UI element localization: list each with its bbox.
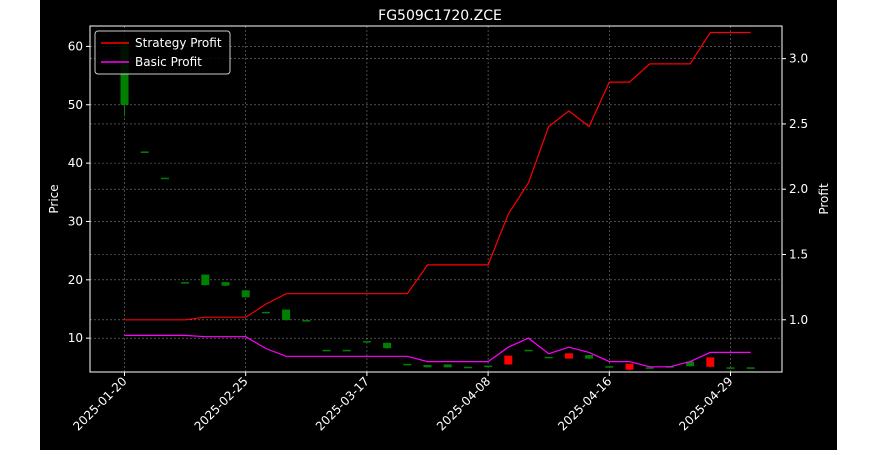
candle-body-7 xyxy=(261,311,270,314)
candle-body-16 xyxy=(443,364,452,368)
legend-label-strategy: Strategy Profit xyxy=(135,36,222,50)
figure-background xyxy=(40,0,837,450)
candle-body-4 xyxy=(201,274,210,286)
right-tick-label-3: 2.5 xyxy=(789,117,808,131)
right-tick-label-1: 1.5 xyxy=(789,247,808,261)
candle-body-17 xyxy=(463,366,472,369)
left-tick-label-0: 10 xyxy=(68,331,83,345)
candle-body-18 xyxy=(484,365,493,368)
candle-body-3 xyxy=(181,282,190,284)
candle-body-29 xyxy=(706,357,715,367)
right-tick-label-4: 3.0 xyxy=(789,52,808,66)
legend: Strategy Profit Basic Profit xyxy=(94,30,231,75)
candle-body-11 xyxy=(342,349,351,352)
right-tick-label-2: 2.0 xyxy=(789,182,808,196)
candle-body-19 xyxy=(504,355,513,365)
strategy-profit-line xyxy=(124,31,751,321)
candle-body-25 xyxy=(625,363,634,370)
candle-body-8 xyxy=(282,309,291,321)
candle-body-1 xyxy=(140,151,149,153)
legend-label-basic: Basic Profit xyxy=(135,55,202,69)
right-axis: 1.0 1.5 2.0 2.5 3.0 xyxy=(782,52,808,327)
left-tick-label-5: 60 xyxy=(68,39,83,53)
candle-body-10 xyxy=(322,349,331,352)
candle-body-14 xyxy=(403,363,412,366)
candle-body-23 xyxy=(585,355,594,359)
candle-body-12 xyxy=(362,341,371,343)
candle-body-2 xyxy=(160,177,169,180)
candle-body-13 xyxy=(383,342,392,349)
legend-box xyxy=(94,30,231,75)
candle-body-5 xyxy=(221,282,230,286)
candle-body-9 xyxy=(302,320,311,322)
right-axis-title: Profit xyxy=(817,183,831,215)
candle-body-28 xyxy=(686,361,695,367)
candle-body-26 xyxy=(645,367,654,369)
candle-body-21 xyxy=(544,356,553,359)
candle-body-22 xyxy=(564,353,573,359)
candle-body-15 xyxy=(423,364,432,368)
left-tick-label-3: 40 xyxy=(68,156,83,170)
left-tick-label-2: 30 xyxy=(68,214,83,228)
candle-body-6 xyxy=(241,290,250,298)
right-tick-label-0: 1.0 xyxy=(789,313,808,327)
left-axis-title: Price xyxy=(47,184,61,213)
candle-body-30 xyxy=(726,367,735,369)
grid-layer xyxy=(90,26,782,372)
candle-body-24 xyxy=(605,366,614,368)
left-tick-label-4: 50 xyxy=(68,98,83,112)
basic-profit-line xyxy=(124,334,751,368)
left-axis: 10 20 30 40 50 60 xyxy=(68,39,90,345)
candle-body-31 xyxy=(746,367,755,369)
candle-body-20 xyxy=(524,349,533,352)
plot-frame xyxy=(89,25,783,373)
chart-title: FG509C1720.ZCE xyxy=(378,8,502,24)
left-tick-label-1: 20 xyxy=(68,273,83,287)
